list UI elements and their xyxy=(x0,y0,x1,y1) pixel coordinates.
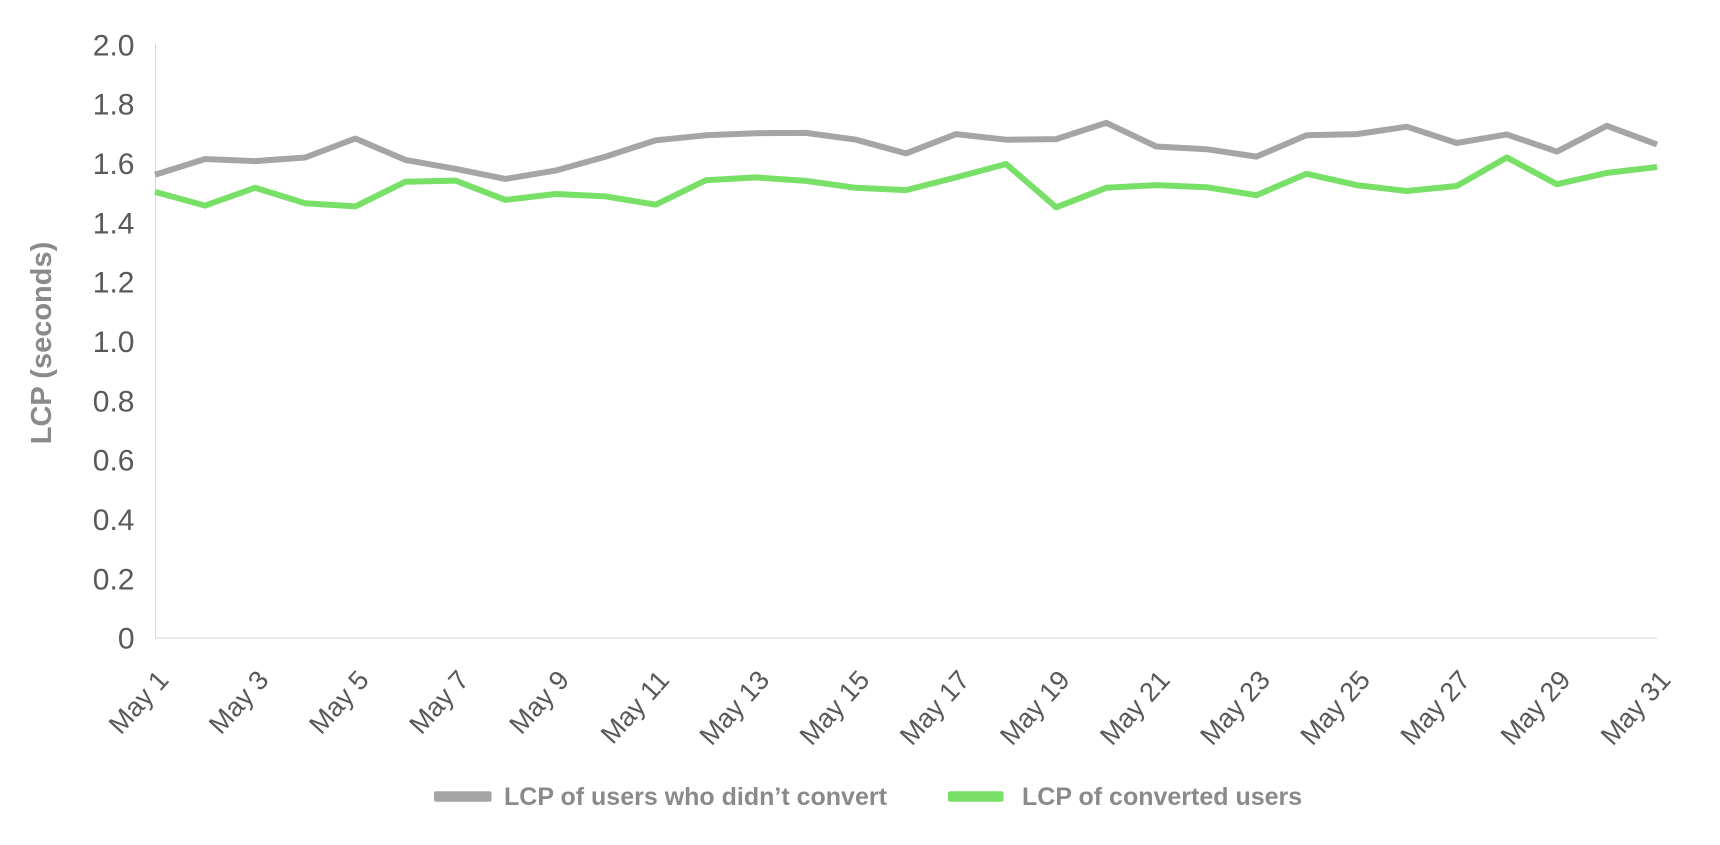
svg-text:LCP of converted users: LCP of converted users xyxy=(1022,783,1302,811)
svg-text:LCP of users who didn’t conver: LCP of users who didn’t convert xyxy=(504,783,888,811)
svg-text:2.0: 2.0 xyxy=(93,29,135,62)
svg-text:1.6: 1.6 xyxy=(93,148,135,181)
svg-text:LCP (seconds): LCP (seconds) xyxy=(26,242,58,445)
svg-text:0.6: 0.6 xyxy=(93,445,135,478)
svg-text:0: 0 xyxy=(118,623,135,656)
svg-text:0.2: 0.2 xyxy=(93,563,135,596)
svg-text:0.4: 0.4 xyxy=(93,504,135,537)
svg-text:1.2: 1.2 xyxy=(93,267,135,300)
svg-text:0.8: 0.8 xyxy=(93,385,135,418)
svg-text:1.8: 1.8 xyxy=(93,89,135,122)
svg-text:1.4: 1.4 xyxy=(93,207,135,240)
svg-text:1.0: 1.0 xyxy=(93,326,135,359)
